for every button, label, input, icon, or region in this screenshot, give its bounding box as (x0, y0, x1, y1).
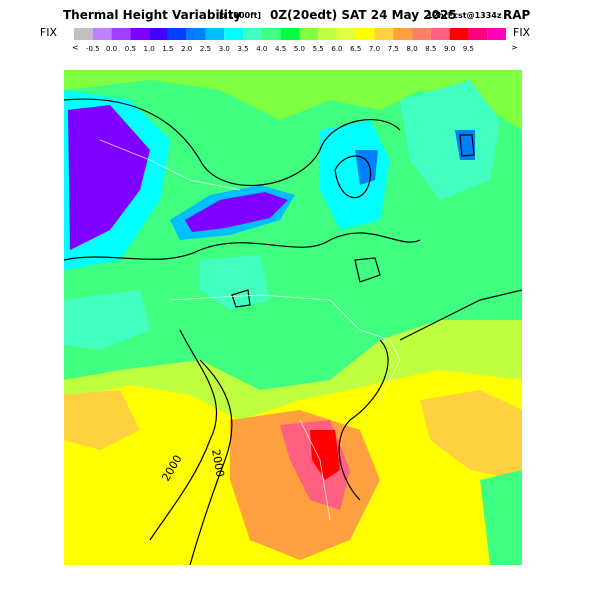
colorbar-box (243, 28, 262, 40)
colorbar-label: 4.0 (256, 45, 267, 53)
colorbar-label: 5.0 (294, 45, 305, 53)
colorbar-box (280, 28, 300, 40)
arrow-left: < (72, 43, 79, 52)
boundary (99, 139, 401, 521)
colorbar-box (299, 28, 319, 40)
contour (64, 98, 401, 187)
field-area (185, 192, 288, 232)
forecast: 12hrFcst@1334z (427, 11, 502, 20)
colorbar-box (318, 28, 337, 40)
contour-label: 2000 (209, 448, 227, 478)
colorbar-label: 2.0 (181, 45, 192, 53)
contour (459, 134, 475, 157)
colorbar-label: 9.0 (444, 45, 455, 53)
colorbar-label: 7.0 (369, 45, 380, 53)
colorbar-box (336, 28, 356, 40)
colorbar-label: 1.5 (162, 45, 173, 53)
contour (189, 359, 233, 565)
colorbar-box (111, 28, 131, 40)
colorbar-box (261, 28, 281, 40)
colorbar-label: 7.5 (388, 45, 399, 53)
colorbar-label: 4.5 (275, 45, 286, 53)
colorbar-label: 9.5 (463, 45, 474, 53)
colorbar-box (130, 28, 150, 40)
colorbar-label: 3.5 (237, 45, 248, 53)
colorbar-box (449, 28, 469, 40)
colorbar-label: 8.0 (407, 45, 418, 53)
field-area (310, 430, 340, 480)
colorbar-box (205, 28, 225, 40)
colorbar-box (92, 28, 112, 40)
field-area (200, 255, 270, 310)
colorbar-label: 2.5 (200, 45, 211, 53)
field-area (320, 120, 390, 230)
colorbar-box (430, 28, 450, 40)
colorbar-label: -0.5 (86, 45, 100, 53)
contour (354, 257, 381, 283)
field-area (64, 390, 140, 450)
arrow-right: > (511, 43, 518, 52)
colorbar-label: 6.0 (331, 45, 342, 53)
colorbar-label: 0.0 (106, 45, 117, 53)
field-area (68, 105, 150, 250)
colorbar-label: 5.5 (313, 45, 324, 53)
colorbar-label: 8.5 (425, 45, 436, 53)
field-area (420, 390, 522, 480)
colorbar-box (487, 28, 506, 40)
field-area (400, 80, 500, 200)
colorbar-box (149, 28, 168, 40)
field-area (480, 470, 522, 565)
colorbar: -0.5 0.0 0.5 1.0 1.5 2.0 2.5 3.0 3.5 4.0 4.5 5.0 5.5… (74, 28, 506, 53)
units: [x1000ft] (219, 11, 261, 20)
contour (231, 289, 251, 308)
field-area (355, 150, 378, 185)
contour (334, 155, 372, 199)
map: 2000 2000 (64, 70, 522, 565)
colorbar-box (468, 28, 488, 40)
model: RAP (503, 8, 531, 22)
contour (338, 339, 389, 501)
field-area (64, 70, 522, 130)
colorbar-box (412, 28, 431, 40)
contour (64, 232, 421, 261)
colorbar-label: 1.0 (144, 45, 155, 53)
colorbar-label: 3.0 (219, 45, 230, 53)
fix-left: FIX (40, 26, 58, 39)
colorbar-box (186, 28, 206, 40)
contour (399, 289, 522, 341)
colorbar-box (224, 28, 244, 40)
field-area (64, 290, 150, 350)
colorbar-label: 6.5 (350, 45, 361, 53)
contour (149, 329, 218, 541)
colorbar-box (374, 28, 394, 40)
title: Thermal Height Variability (63, 8, 242, 22)
colorbar-label: 0.5 (125, 45, 136, 53)
fix-right: FIX (513, 26, 531, 39)
colorbar-box (393, 28, 413, 40)
colorbar-box (167, 28, 187, 40)
valid-time: 0Z(20edt) SAT 24 May 2025 (270, 8, 457, 22)
colorbar-box (355, 28, 375, 40)
colorbar-box (74, 28, 93, 40)
